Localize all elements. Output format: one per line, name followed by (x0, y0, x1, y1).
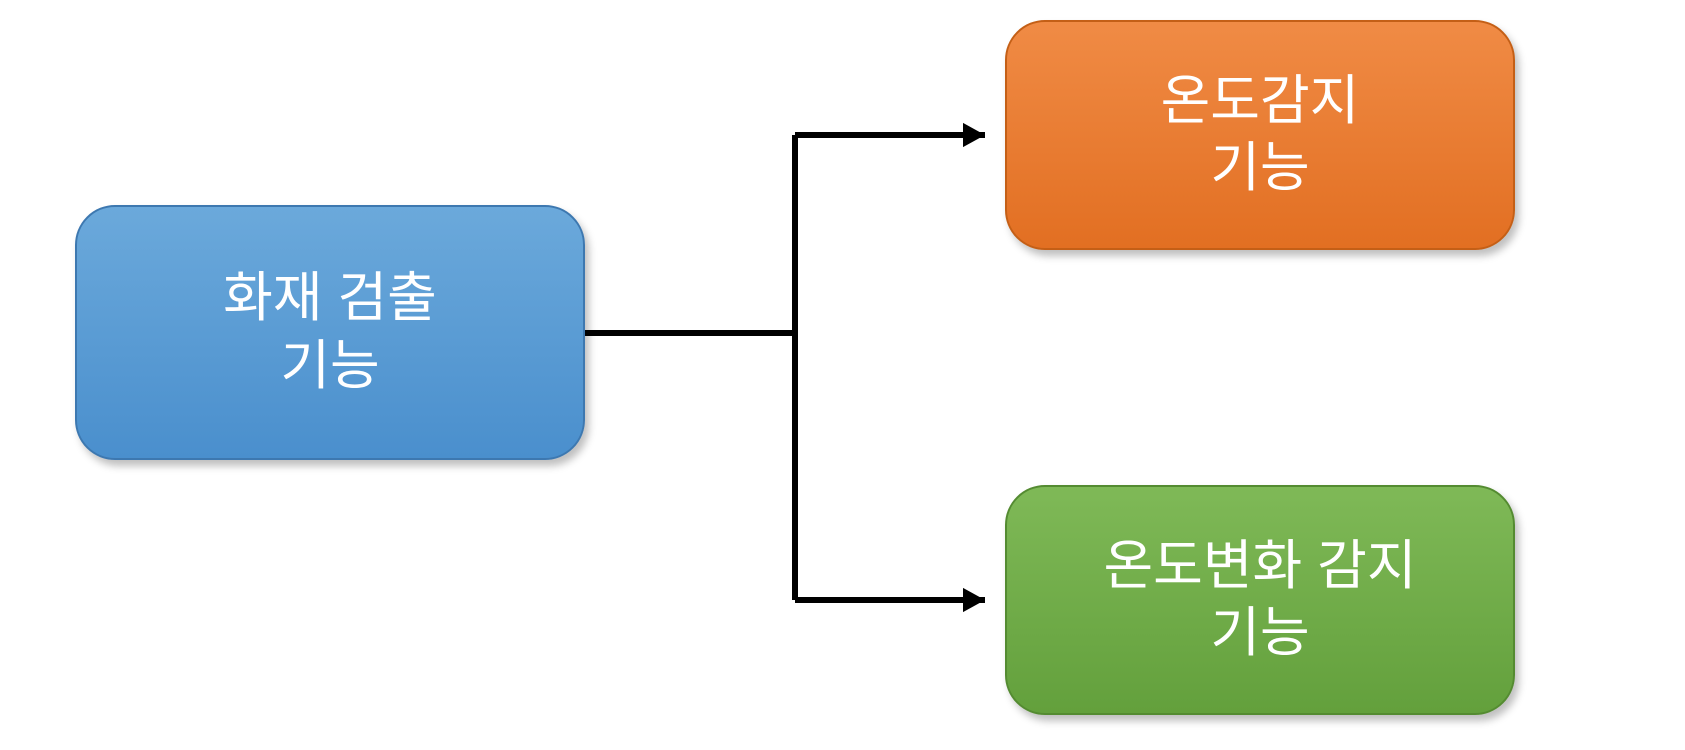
node-child1-line1: 온도감지 (1161, 68, 1360, 136)
node-child2-line1: 온도변화 감지 (1103, 533, 1416, 601)
diagram-container: 화재 검출기능온도감지기능온도변화 감지기능 (0, 0, 1685, 750)
edge-group (585, 123, 985, 612)
node-child1-line2: 기능 (1210, 135, 1309, 203)
node-root-line2: 기능 (280, 333, 379, 401)
node-root: 화재 검출기능 (75, 205, 585, 460)
node-child1: 온도감지기능 (1005, 20, 1515, 250)
node-child2-line2: 기능 (1210, 600, 1309, 668)
arrowhead-icon (963, 588, 985, 612)
arrowhead-icon (963, 123, 985, 147)
node-child2: 온도변화 감지기능 (1005, 485, 1515, 715)
node-root-line1: 화재 검출 (223, 265, 437, 333)
